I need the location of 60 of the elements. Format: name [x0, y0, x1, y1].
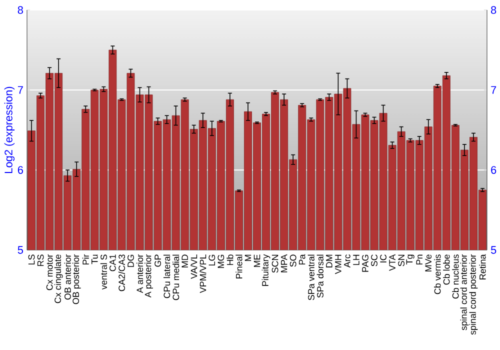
x-tick-label: ME	[254, 254, 260, 267]
x-tick-label: LG	[208, 254, 216, 266]
x-tick-label: CA1	[110, 254, 116, 272]
x-tick-label: A anterior	[136, 254, 144, 294]
x-tick-label: MD	[182, 254, 188, 268]
x-tick-label: Pn	[416, 254, 422, 264]
x-tick-label: SPa dorsal	[316, 254, 324, 298]
x-tick-label: DG	[128, 254, 134, 267]
x-tick-label: GP	[154, 254, 161, 267]
x-tick-label: Pa	[298, 254, 306, 264]
x-tick-label: Pituitary	[262, 254, 270, 286]
x-tick-label: PAG	[362, 254, 368, 272]
x-tick-label: SC	[371, 254, 378, 266]
x-tick-label: SO	[290, 254, 296, 267]
x-tick-label: Cx cingulate	[54, 254, 63, 304]
x-tick-label: Cx motor	[46, 254, 53, 290]
x-tick-label: DM	[326, 254, 332, 268]
x-tick-label: ventral S	[100, 254, 107, 290]
x-tick-label: OB anterior	[64, 254, 71, 300]
y2-tick-label: 8	[490, 6, 496, 14]
y-tick-label: 6	[18, 166, 23, 174]
x-tick-label: SN	[398, 254, 404, 266]
x-tick-label: spinal cord posterior	[469, 254, 478, 335]
x-tick-label: spinal cord anterior	[460, 254, 469, 330]
x-tick-label: Retina	[479, 254, 486, 280]
x-tick-label: Tg	[406, 254, 414, 264]
x-tick-label: LS	[28, 254, 35, 264]
x-tick-label: OB posterior	[72, 254, 81, 304]
x-tick-label: Arc	[344, 254, 350, 268]
x-tick-label: VPM/VPL	[200, 254, 206, 294]
x-tick-label: VTA	[389, 254, 396, 271]
x-tick-label: Pineal	[236, 254, 242, 278]
x-tick-label: Pir	[82, 254, 89, 264]
y-axis-title: Log2 (expression)	[4, 86, 15, 173]
y2-tick-label: 7	[491, 86, 496, 94]
x-tick-label: SPa ventral	[308, 254, 314, 300]
y2-tick-label: 5	[490, 246, 496, 254]
y-tick-label: 7	[18, 86, 23, 94]
x-tick-label: Hb	[226, 254, 234, 265]
x-tick-label: RS	[37, 254, 44, 266]
x-tick-label: Tu	[92, 254, 98, 264]
x-tick-label: CPu medial	[172, 254, 180, 300]
x-tick-label: CPu lateral	[164, 254, 170, 298]
x-tick-label: LH	[353, 254, 360, 265]
y-tick-label: 5	[18, 246, 24, 254]
y-tick-label: 8	[18, 6, 23, 14]
x-tick-label: Cb vermis	[434, 254, 441, 294]
x-tick-label: VA/VL	[190, 254, 198, 279]
x-tick-label: IC	[380, 254, 386, 262]
x-tick-label: SCN	[272, 254, 278, 273]
x-tick-label: VMH	[335, 254, 342, 274]
x-tick-label: MG	[218, 254, 224, 268]
x-tick-label: A posterior	[144, 254, 153, 298]
x-tick-label: MVe	[425, 254, 432, 272]
x-tick-label: Cb nucleus	[452, 254, 459, 299]
y2-tick-label: 6	[491, 166, 496, 174]
x-tick-label: MPA	[280, 254, 288, 272]
x-tick-label: M	[244, 254, 252, 261]
x-tick-label: Cb lobe	[443, 254, 450, 285]
x-tick-label: CA2/CA3	[118, 254, 126, 292]
